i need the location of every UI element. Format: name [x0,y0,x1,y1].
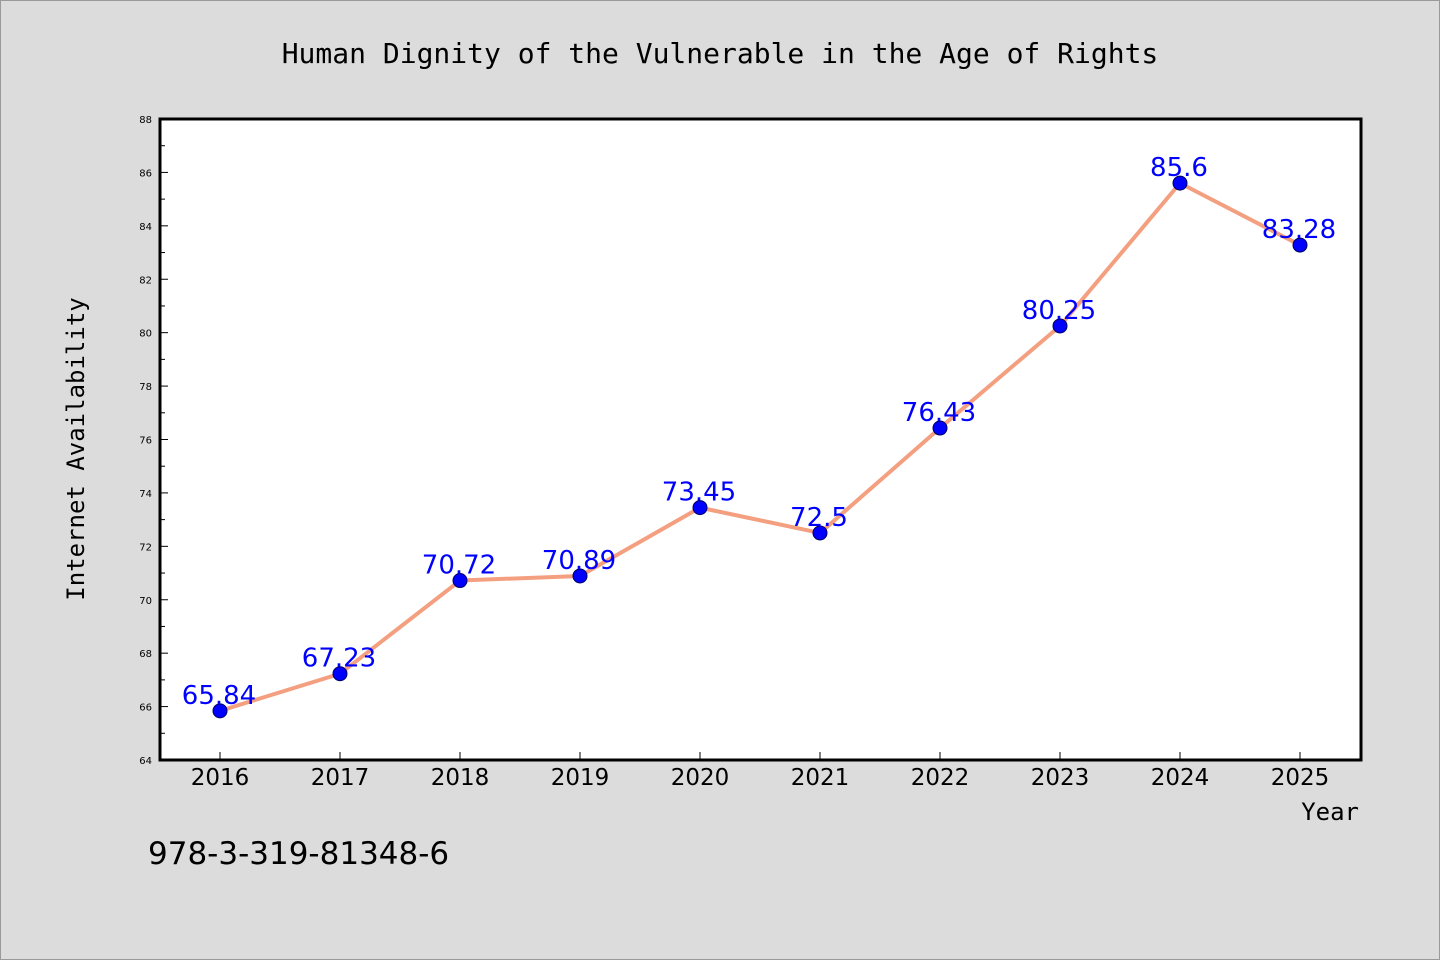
y-tick-label: 64 [139,756,152,767]
chart-title: Human Dignity of the Vulnerable in the A… [282,37,1159,70]
data-point [692,500,708,516]
data-point [572,568,588,584]
y-tick-label: 72 [139,542,152,553]
data-label: 67.23 [302,644,376,674]
x-axis-label: Year [1301,798,1359,826]
y-tick-label: 78 [139,382,152,393]
x-tick-label: 2024 [1151,765,1210,791]
y-tick-label: 84 [139,222,152,233]
x-tick-label: 2021 [791,765,850,791]
plot-area [158,117,1363,762]
data-point [1172,175,1188,191]
data-label: 76.43 [902,398,976,428]
y-tick-label: 74 [139,489,152,500]
data-point [812,525,828,541]
y-axis-label: Internet Availability [62,297,90,600]
y-tick-label: 68 [139,649,152,660]
series-line [218,181,1302,713]
y-tick-label: 86 [139,168,152,179]
data-label: 83.28 [1262,215,1336,245]
x-tick-label: 2020 [671,765,730,791]
x-tick-label: 2017 [311,765,370,791]
series-line-group: 65.84 67.23 70.72 70.89 73.45 72.5 76.43 80.25 8… [182,153,1336,719]
data-label: 80.25 [1022,296,1096,326]
data-label: 72.5 [790,503,848,533]
y-tick-label: 66 [139,703,152,714]
y-tick-label: 76 [139,436,152,447]
isbn-footer: 978-3-319-81348-6 [148,836,449,872]
y-tick-label: 70 [139,596,152,607]
y-tick-label: 82 [139,275,152,286]
y-axis: 64 66 68 70 72 74 76 78 80 82 84 86 88 [139,115,168,767]
data-label: 70.72 [422,551,496,581]
data-point [212,703,228,719]
x-tick-label: 2023 [1031,765,1090,791]
data-label: 70.89 [542,546,616,576]
x-axis: 2016 2017 2018 2019 2020 2021 2022 2023 2024 2025 [191,752,1330,791]
x-tick-label: 2022 [911,765,970,791]
data-point [1052,318,1068,334]
y-tick-label: 80 [139,329,152,340]
data-point [1292,237,1308,253]
x-tick-label: 2016 [191,765,250,791]
data-label: 73.45 [662,478,736,508]
data-point [932,420,948,436]
x-tick-label: 2018 [431,765,490,791]
data-point [452,573,468,589]
y-tick-label: 88 [139,115,152,126]
x-tick-label: 2025 [1271,765,1330,791]
data-label: 85.6 [1150,153,1208,183]
data-point [332,666,348,682]
data-label: 65.84 [182,681,256,711]
x-tick-label: 2019 [551,765,610,791]
